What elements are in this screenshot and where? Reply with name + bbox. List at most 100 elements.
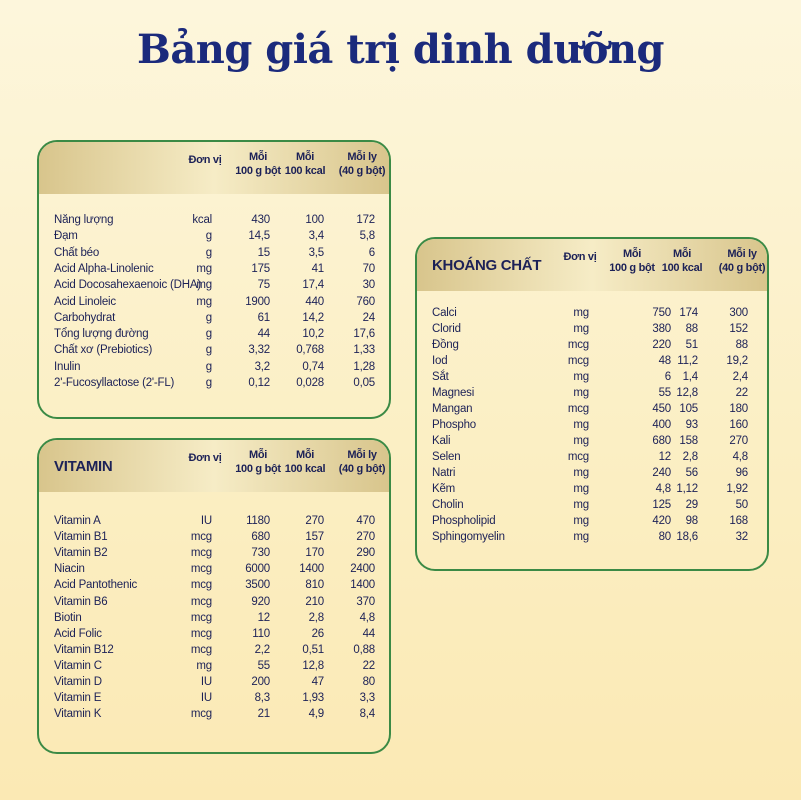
table-panel: Đơn vị Mỗi 100 g bột Mỗi 100 kcal Mỗi ly (40 g… — [37, 140, 391, 419]
header-line: 100 g bột — [235, 165, 281, 177]
header-band — [39, 440, 389, 492]
cell-value: 158 — [679, 435, 698, 447]
cell-value: 12,8 — [676, 387, 698, 399]
cell-value: 172 — [356, 214, 375, 226]
cell-value: 51 — [685, 339, 699, 351]
cell-value: 56 — [685, 467, 699, 479]
cell-value: 175 — [251, 262, 270, 275]
row-label: Biotin — [54, 611, 82, 624]
cell-value: 98 — [685, 515, 699, 527]
panel-title: KHOÁNG CHẤT — [432, 257, 542, 274]
cell-value: 80 — [362, 676, 376, 688]
row-label: Acid Docosahexaenoic (DHA) — [54, 279, 201, 292]
header-line: (40 g bột) — [338, 165, 386, 177]
row-label: Vitamin B2 — [54, 547, 108, 560]
cell-value: mg — [573, 531, 589, 543]
cell-value: 26 — [311, 627, 325, 640]
cell-value: 14,5 — [248, 230, 270, 243]
cell-value: g — [205, 377, 212, 389]
cell-value: 0,028 — [296, 377, 324, 389]
cell-value: mg — [573, 387, 589, 399]
row-label: Kẽm — [432, 483, 456, 495]
cell-value: 1,92 — [726, 483, 748, 495]
row-label: Năng lượng — [54, 214, 114, 226]
cell-value: 440 — [305, 295, 324, 308]
cell-value: 3500 — [245, 579, 270, 592]
cell-value: mg — [196, 279, 212, 292]
cell-value: 290 — [356, 547, 375, 560]
cell-value: 3,4 — [308, 230, 325, 243]
cell-value: 300 — [729, 307, 748, 319]
cell-value: 17,4 — [302, 279, 324, 292]
cell-value: mcg — [190, 627, 212, 640]
row-label: Inulin — [54, 360, 81, 373]
cell-value: 1,93 — [302, 692, 324, 705]
row-label: Tổng lượng đường — [54, 328, 149, 341]
column-header: Mỗi 100 g bột — [218, 448, 298, 476]
row-label: Chất béo — [54, 246, 100, 259]
cell-value: 1,33 — [353, 344, 375, 357]
column-header: Mỗi 100 kcal — [642, 247, 722, 275]
header-line: 100 g bột — [609, 262, 655, 274]
cell-value: mg — [573, 483, 589, 495]
cell-value: mg — [573, 371, 589, 383]
cell-value: 55 — [658, 387, 672, 399]
cell-value: mcg — [190, 708, 212, 721]
cell-value: 730 — [251, 547, 270, 560]
row-label: Vitamin B1 — [54, 531, 108, 544]
cell-value: 110 — [252, 627, 270, 640]
row-label: Acid Pantothenic — [54, 579, 138, 592]
cell-value: 450 — [652, 403, 671, 415]
cell-value: 370 — [356, 595, 375, 608]
header-line: (40 g bột) — [338, 463, 386, 475]
cell-value: 88 — [735, 339, 749, 351]
cell-value: 2400 — [350, 563, 375, 576]
cell-value: 6 — [368, 246, 375, 259]
column-header: Mỗi 100 g bột — [592, 247, 672, 275]
row-label: Cholin — [432, 499, 464, 511]
cell-value: mg — [196, 262, 212, 275]
header-line: Mỗi — [295, 151, 315, 163]
row-label: Vitamin D — [54, 676, 102, 688]
cell-value: mcg — [567, 451, 589, 463]
header-line: 100 kcal — [284, 463, 326, 475]
column-header: Đơn vị — [165, 451, 245, 465]
cell-value: 15 — [257, 246, 271, 259]
cell-value: 3,32 — [248, 344, 270, 357]
cell-value: mg — [573, 467, 589, 479]
cell-value: 270 — [305, 515, 324, 527]
header-band — [39, 142, 389, 194]
cell-value: mg — [196, 659, 212, 672]
cell-value: mcg — [567, 339, 589, 351]
header-line: Mỗi — [672, 248, 692, 260]
cell-value: 160 — [729, 419, 748, 431]
cell-value: 3,2 — [254, 360, 271, 373]
cell-value: g — [205, 311, 212, 324]
cell-value: IU — [200, 515, 212, 527]
cell-value: 1900 — [245, 295, 270, 308]
cell-value: 680 — [652, 435, 671, 447]
cell-value: 270 — [729, 435, 748, 447]
cell-value: 10,2 — [302, 328, 324, 341]
cell-value: mcg — [190, 547, 212, 560]
cell-value: 180 — [729, 403, 748, 415]
cell-value: 0,05 — [353, 377, 375, 389]
cell-value: 11,2 — [677, 355, 698, 367]
header-line: Mỗi ly — [347, 151, 377, 163]
cell-value: 5,8 — [359, 230, 376, 243]
column-header: Đơn vị — [540, 250, 620, 264]
row-label: Acid Folic — [54, 627, 102, 640]
row-label: Vitamin B12 — [54, 643, 114, 656]
cell-value: 30 — [362, 279, 376, 292]
panel-title: VITAMIN — [54, 458, 113, 475]
row-label: Sắt — [432, 371, 449, 383]
cell-value: mcg — [567, 355, 589, 367]
cell-value: 93 — [685, 419, 699, 431]
cell-value: 24 — [362, 311, 376, 324]
cell-value: 32 — [735, 531, 749, 543]
cell-value: 810 — [305, 579, 324, 592]
page-title: Bảng giá trị dinh dưỡng — [137, 26, 664, 73]
cell-value: 8,3 — [254, 692, 271, 705]
column-header: Mỗi ly (40 g bột) — [322, 448, 389, 476]
header-line: 100 g bột — [235, 463, 281, 475]
